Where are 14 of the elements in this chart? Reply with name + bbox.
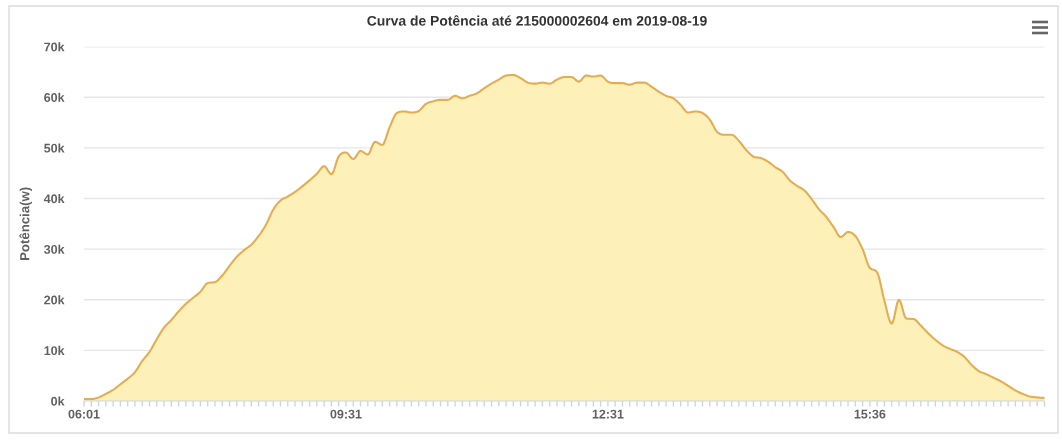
y-axis-title: Potência(w) — [19, 187, 32, 260]
y-tick-label: 10k — [44, 345, 65, 356]
x-tick-label: 15:36 — [854, 409, 886, 419]
y-tick-label: 70k — [44, 42, 65, 52]
y-tick-label: 20k — [44, 295, 65, 305]
chart-title: Curva de Potência até 215000002604 em 2019-08-19 — [367, 15, 707, 26]
y-tick-label: 60k — [44, 92, 65, 102]
y-tick-label: 0k — [51, 396, 65, 406]
x-tick-label: 06:01 — [68, 409, 100, 419]
y-tick-label: 40k — [43, 194, 65, 204]
y-tick-label: 30k — [43, 244, 65, 254]
y-tick-label: 50k — [44, 143, 65, 153]
x-tick-label: 12:31 — [592, 409, 624, 419]
x-tick-label: 09:31 — [330, 409, 362, 419]
